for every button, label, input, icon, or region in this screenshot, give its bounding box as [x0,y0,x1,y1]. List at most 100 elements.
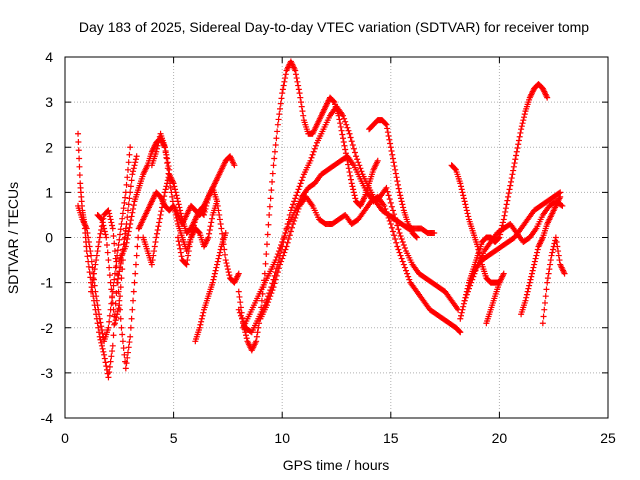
data-point [119,215,126,222]
data-point [291,198,298,205]
data-point [519,120,526,127]
data-point [106,213,113,220]
data-point [546,266,553,273]
data-point [117,293,124,300]
data-point [274,128,281,135]
data-point [384,129,391,136]
data-point [161,189,168,196]
data-point [270,162,277,169]
data-point [226,272,233,279]
data-point [384,211,391,218]
data-point [310,148,317,155]
data-point [127,324,134,331]
data-point [151,243,158,250]
data-point [509,171,516,178]
x-axis-label: GPS time / hours [283,457,390,473]
data-point [164,160,171,167]
data-point [393,239,400,246]
data-point [267,293,274,300]
data-point [398,236,405,243]
data-point [413,234,420,241]
data-point [117,226,124,233]
data-point [556,257,563,264]
data-point [392,214,399,221]
data-point [282,246,289,253]
data-point [124,207,131,214]
data-point [119,331,126,338]
data-point [154,142,161,149]
data-point [510,163,517,170]
data-point [513,148,520,155]
data-point [119,266,126,273]
data-point [541,306,548,313]
data-point [553,239,560,246]
data-point [154,226,161,233]
data-point [391,163,398,170]
data-point [94,248,101,255]
data-point [130,168,137,175]
data-point [87,274,94,281]
data-point [350,189,357,196]
data-point [174,234,181,241]
data-point [374,157,381,164]
data-point [263,241,270,248]
data-point [173,214,180,221]
data-point [284,239,291,246]
data-point [119,210,126,217]
data-point [507,178,514,185]
data-point [288,224,295,231]
data-point [293,211,300,218]
data-point [282,71,289,78]
data-point [107,358,114,365]
data-point [118,275,125,282]
data-point [112,255,119,262]
data-point [109,342,116,349]
data-point [340,138,347,145]
data-point [214,258,221,265]
data-point [132,270,139,277]
data-point [272,276,279,283]
data-point [273,135,280,142]
data-point [280,82,287,89]
data-point [513,152,520,159]
data-point [184,257,191,264]
data-point [235,270,242,277]
data-point [106,363,113,370]
data-point [394,178,401,185]
data-point [348,180,355,187]
data-point [384,125,391,132]
data-point [281,249,288,256]
data-point [518,123,525,130]
data-point [278,242,285,249]
data-point [263,302,270,309]
data-point [263,251,270,258]
data-point [309,151,316,158]
data-point [337,120,344,127]
data-point [500,270,507,277]
data-point [127,217,134,224]
data-point [157,211,164,218]
data-point [269,178,276,185]
data-point [353,153,360,160]
data-point [382,205,389,212]
series-track-19 [465,189,564,286]
data-point [404,270,411,277]
data-point [381,202,388,209]
data-point [394,222,401,229]
x-tick-label: 5 [170,430,178,446]
data-point [122,194,129,201]
data-point [508,175,515,182]
data-point [222,229,229,236]
data-point [177,207,184,214]
data-point [515,141,522,148]
data-point [203,202,210,209]
data-point [339,131,346,138]
data-point [115,288,122,295]
data-point [504,197,511,204]
y-tick-label: -3 [41,365,54,381]
data-point [99,330,106,337]
data-point [96,315,103,322]
data-point [452,166,459,173]
data-point [460,303,467,310]
data-point [172,211,179,218]
